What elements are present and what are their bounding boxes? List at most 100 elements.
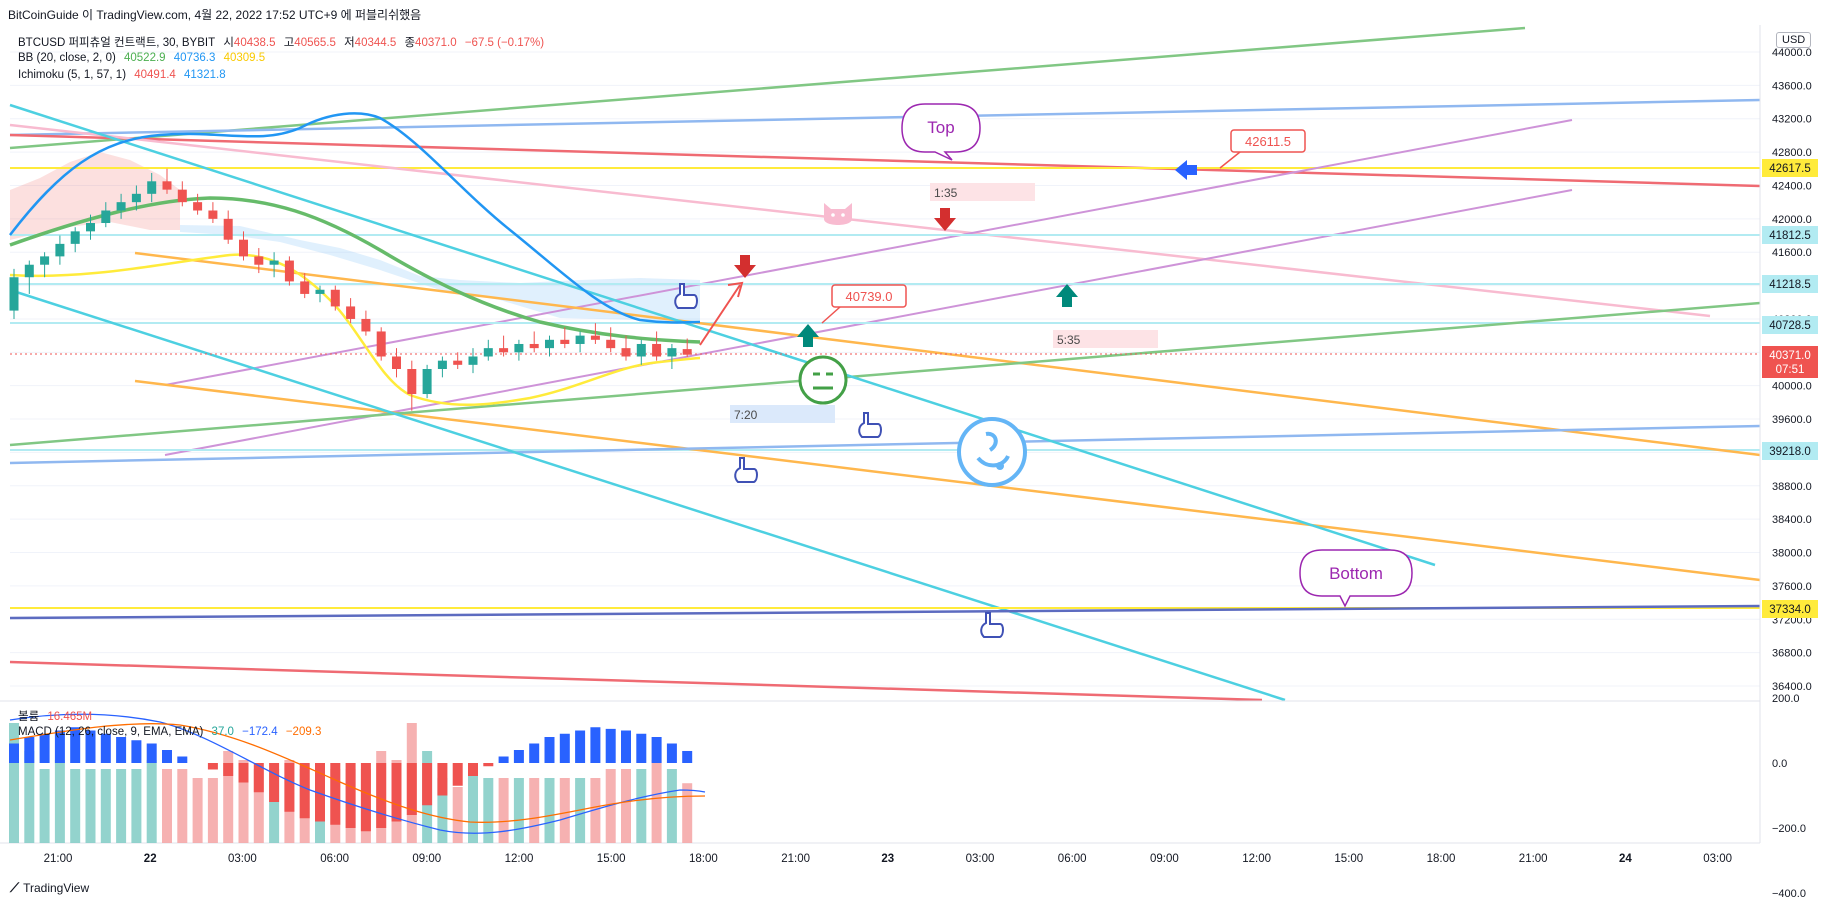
up-arrow-green-2 — [1056, 284, 1078, 307]
volume-bar — [544, 778, 555, 843]
candle-up — [70, 231, 80, 244]
volume-bar — [468, 769, 478, 843]
green-trend-line-top — [9, 26, 1526, 150]
callout-40739-label: 40739.0 — [846, 289, 893, 304]
green-trend-line-mid — [9, 301, 1761, 447]
macd-signal-line — [9, 723, 706, 823]
macd-legend[interactable]: MACD (12, 26, close, 9, EMA, EMA) 37.0 −… — [18, 726, 326, 738]
timer-box-2 — [1053, 330, 1158, 348]
time-tick-label: 15:00 — [597, 853, 626, 865]
candle-down — [407, 369, 417, 395]
left-arrow-blue — [1175, 160, 1197, 180]
candle-up — [269, 260, 279, 265]
price-tick-label: 36800.0 — [1772, 648, 1812, 660]
price-badge-39218: 39218.0 — [1762, 442, 1818, 460]
time-axis: 21:00 22 03:00 06:00 09:00 12:00 15:00 18:00 21:… — [44, 853, 1732, 865]
bb-lower-line — [9, 253, 701, 406]
badge-40371-label: 40371.0 — [1769, 350, 1811, 362]
candle-down — [392, 356, 401, 369]
candle-down — [590, 335, 600, 340]
macd-hist-bar — [651, 737, 662, 763]
macd-hist-bar — [575, 730, 586, 763]
volume-bar — [177, 769, 188, 843]
macd-hist-bar — [544, 737, 555, 763]
candle-down — [193, 202, 203, 211]
time-tick-label: 03:00 — [966, 853, 995, 865]
time-tick-label: 12:00 — [505, 853, 534, 865]
time-tick-label: 22 — [144, 853, 157, 865]
time-tick-label: 09:00 — [1150, 853, 1179, 865]
price-tick-label: 38000.0 — [1772, 548, 1812, 560]
cat-face-icon — [824, 203, 852, 225]
blue-trend-line-top — [9, 98, 1761, 137]
top-bubble: Top — [901, 103, 981, 161]
macd-hist-bar — [376, 763, 387, 828]
symbol-legend[interactable]: BTCUSD 퍼피츄얼 컨트랙트, 30, BYBIT 시40438.5 고40… — [18, 34, 549, 50]
volume-bar — [116, 769, 127, 843]
candle-down — [682, 349, 692, 355]
candle-down — [223, 218, 233, 240]
macd-hist-bar — [345, 763, 356, 828]
macd-tick-label: 200.0 — [1772, 693, 1800, 705]
macd-hist-bar — [360, 763, 371, 832]
callout-42611-label: 42611.5 — [1245, 134, 1291, 149]
macd-axis: 200.0 0.0 −200.0 −400.0 — [1772, 693, 1806, 900]
candle-up — [24, 264, 34, 278]
macd-tick-label: −400.0 — [1772, 888, 1806, 900]
macd-hist-bar — [330, 763, 341, 825]
macd-hist-bar — [666, 743, 677, 763]
volume-bar — [636, 769, 647, 843]
volume-bar — [39, 769, 50, 843]
candle-up — [40, 256, 50, 265]
bb-label: BB (20, close, 2, 0) — [18, 52, 116, 64]
candle-up — [131, 193, 141, 203]
candle-up — [667, 348, 677, 357]
macd-line-value: −172.4 — [242, 726, 278, 738]
macd-hist-bar — [636, 733, 647, 763]
time-tick-label: 12:00 — [1242, 853, 1271, 865]
macd-hist-bar — [70, 727, 81, 763]
volume-bar — [452, 787, 463, 843]
price-tick-label: 42000.0 — [1772, 214, 1812, 226]
volume-bar — [437, 778, 448, 843]
macd-hist-bar — [39, 733, 50, 763]
blue-trend-line-low — [9, 424, 1761, 465]
price-tick-label: 42400.0 — [1772, 180, 1812, 192]
pointing-hand-icon-4 — [980, 612, 1004, 638]
price-badge-42617: 42617.5 — [1762, 159, 1818, 177]
macd-hist-bar — [54, 730, 65, 763]
dizzy-face-icon — [957, 417, 1027, 487]
candle-down — [361, 318, 371, 332]
candle-up — [575, 335, 585, 344]
candle-down — [606, 339, 616, 349]
volume-value: 16.465M — [47, 711, 93, 723]
orange-trend-lower — [134, 379, 1761, 582]
time-tick-label: 09:00 — [412, 853, 441, 865]
macd-hist-bar — [238, 763, 249, 783]
volume-bar — [9, 723, 19, 843]
bb-legend[interactable]: BB (20, close, 2, 0) 40522.9 40736.3 403… — [18, 52, 270, 64]
macd-hist-bar — [85, 730, 96, 763]
candle-down — [652, 343, 662, 357]
price-badge-37334: 37334.0 — [1762, 600, 1818, 618]
volume-bar — [666, 769, 677, 843]
badge-37334-label: 37334.0 — [1769, 604, 1811, 616]
ichimoku-cloud-red — [10, 152, 180, 240]
candle-down — [208, 210, 218, 219]
callout-40739: 40739.0 — [821, 284, 907, 324]
macd-hist-bar — [315, 763, 325, 822]
volume-bar — [192, 778, 203, 843]
volume-bar — [621, 769, 631, 843]
price-tick-label: 44000.0 — [1772, 47, 1812, 59]
macd-hist-bar — [24, 737, 35, 763]
volume-legend[interactable]: 볼륨 16.465M — [18, 708, 97, 724]
candle-down — [177, 189, 187, 203]
pointing-hand-icon-2 — [858, 412, 882, 438]
candle-up — [315, 289, 325, 294]
ichimoku-legend[interactable]: Ichimoku (5, 1, 57, 1) 40491.4 41321.8 — [18, 69, 231, 81]
candle-down — [239, 239, 248, 257]
high-label: 고 — [283, 37, 295, 49]
currency-badge[interactable]: USD — [1776, 32, 1812, 48]
